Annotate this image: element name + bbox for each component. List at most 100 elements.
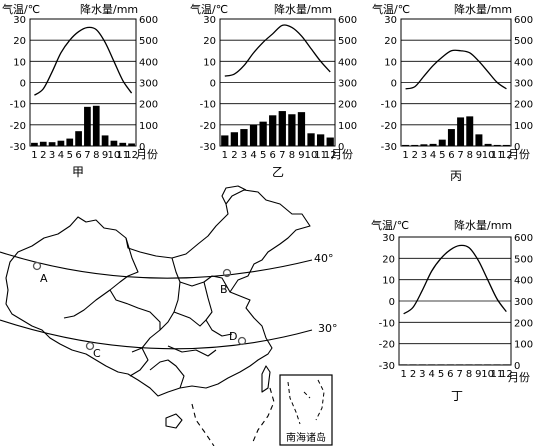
temp-tick-label: -20 bbox=[381, 121, 397, 132]
climate-chart-jia: 气温/℃ 降水量/mm 3020100-10-20-30600500400300… bbox=[2, 2, 158, 179]
chart-caption: 乙 bbox=[272, 165, 284, 179]
precip-bar bbox=[57, 140, 65, 146]
point-c-marker bbox=[85, 341, 95, 351]
northeast-border bbox=[221, 185, 247, 205]
province-line bbox=[171, 257, 231, 293]
climate-chart-yi: 气温/℃ 降水量/mm 3020100-10-20-30600500400300… bbox=[190, 2, 357, 179]
month-tick-label: 6 bbox=[448, 150, 454, 161]
precip-tick-label: 200 bbox=[514, 100, 533, 111]
month-tick-label: 1 bbox=[31, 150, 37, 161]
month-tick-label: 6 bbox=[270, 150, 276, 161]
plot-frame bbox=[398, 236, 512, 366]
precip-bar bbox=[429, 143, 437, 146]
climate-chart-bing: 气温/℃ 降水量/mm 3020100-10-20-30600500400300… bbox=[372, 2, 533, 183]
temp-tick-label: 30 bbox=[384, 15, 397, 26]
temp-axis-label: 气温/℃ bbox=[190, 2, 228, 16]
taiwan-outline bbox=[261, 365, 271, 393]
month-tick-label: 8 bbox=[289, 150, 295, 161]
precip-bar bbox=[466, 116, 474, 146]
precip-axis-label: 降水量/mm bbox=[274, 2, 332, 16]
precip-tick-label: 200 bbox=[139, 100, 158, 111]
precip-tick-label: 100 bbox=[139, 121, 158, 132]
temp-axis-label: 气温/℃ bbox=[371, 218, 409, 232]
month-tick-label: 5 bbox=[67, 150, 73, 161]
climate-chart-ding: 气温/℃ 降水量/mm 3020100-10-20-30600500400300… bbox=[371, 218, 533, 403]
temp-tick-label: 30 bbox=[13, 15, 26, 26]
precip-tick-label: 600 bbox=[514, 233, 533, 244]
precip-bar bbox=[269, 115, 277, 146]
temp-tick-label: -10 bbox=[200, 100, 216, 111]
precip-bar bbox=[48, 142, 56, 146]
precip-tick-label: 400 bbox=[338, 57, 357, 68]
precip-tick-label: 300 bbox=[514, 79, 533, 90]
precip-bar bbox=[84, 106, 91, 146]
precip-bar bbox=[447, 129, 455, 146]
month-tick-label: 2 bbox=[231, 150, 237, 161]
precip-bar bbox=[438, 139, 446, 146]
precip-bar bbox=[307, 133, 315, 146]
hainan-outline bbox=[165, 413, 183, 429]
precip-bar bbox=[402, 144, 410, 146]
month-tick-label: 5 bbox=[260, 150, 266, 161]
temp-tick-label: -30 bbox=[381, 142, 397, 153]
month-tick-label: 2 bbox=[412, 150, 418, 161]
month-unit-label: 月份 bbox=[508, 371, 530, 384]
province-line bbox=[127, 303, 161, 353]
month-tick-label: 7 bbox=[84, 150, 90, 161]
precip-bar bbox=[240, 129, 248, 146]
month-tick-label: 3 bbox=[421, 150, 427, 161]
precip-bar bbox=[39, 141, 47, 146]
precip-tick-label: 500 bbox=[514, 254, 533, 265]
month-tick-label: 4 bbox=[428, 369, 434, 380]
month-tick-label: 1 bbox=[402, 150, 408, 161]
precip-tick-label: 300 bbox=[338, 79, 357, 90]
point-b-marker bbox=[222, 268, 232, 278]
month-tick-label: 6 bbox=[75, 150, 81, 161]
month-tick-label: 9 bbox=[476, 150, 482, 161]
month-tick-label: 9 bbox=[475, 369, 481, 380]
precip-axis-label: 降水量/mm bbox=[80, 2, 138, 16]
precip-tick-label: 400 bbox=[514, 276, 533, 287]
month-tick-label: 7 bbox=[456, 369, 462, 380]
precip-tick-label: 600 bbox=[514, 15, 533, 26]
chart-caption: 丙 bbox=[450, 169, 462, 183]
province-line bbox=[159, 281, 181, 331]
precip-tick-label: 600 bbox=[139, 15, 158, 26]
precip-tick-label: 600 bbox=[338, 15, 357, 26]
precip-axis-label: 降水量/mm bbox=[454, 218, 512, 232]
month-tick-label: 10 bbox=[482, 150, 495, 161]
temp-tick-label: -10 bbox=[10, 100, 26, 111]
precip-bar bbox=[92, 105, 100, 146]
point-d-marker bbox=[237, 336, 247, 346]
month-tick-label: 4 bbox=[250, 150, 256, 161]
precip-tick-label: 100 bbox=[338, 121, 357, 132]
province-line bbox=[63, 289, 111, 319]
point-a-marker bbox=[32, 261, 42, 271]
precip-tick-label: 0 bbox=[338, 142, 344, 153]
month-tick-label: 8 bbox=[467, 150, 473, 161]
month-tick-label: 9 bbox=[298, 150, 304, 161]
province-line bbox=[109, 237, 139, 305]
precip-bar bbox=[128, 143, 135, 146]
temp-tick-label: -10 bbox=[381, 100, 397, 111]
temp-tick-label: 0 bbox=[391, 79, 397, 90]
precip-bar bbox=[110, 140, 118, 146]
precip-bar bbox=[502, 144, 510, 146]
precip-axis-label: 降水量/mm bbox=[454, 2, 512, 16]
month-tick-label: 11 bbox=[116, 150, 129, 161]
precip-bar bbox=[288, 114, 296, 146]
month-tick-label: 3 bbox=[241, 150, 247, 161]
temp-tick-label: 10 bbox=[203, 57, 216, 68]
inset-label: 南海诸岛 bbox=[286, 431, 326, 444]
latitude-line-30 bbox=[0, 319, 313, 350]
precip-bar bbox=[259, 121, 267, 146]
chart-caption: 甲 bbox=[72, 165, 84, 179]
month-tick-label: 11 bbox=[314, 150, 327, 161]
map-points bbox=[32, 261, 247, 351]
temp-tick-label: 20 bbox=[13, 36, 26, 47]
temp-tick-label: 10 bbox=[13, 57, 26, 68]
point-c-label: C bbox=[93, 347, 101, 360]
precip-tick-label: 300 bbox=[139, 79, 158, 90]
month-tick-label: 7 bbox=[279, 150, 285, 161]
